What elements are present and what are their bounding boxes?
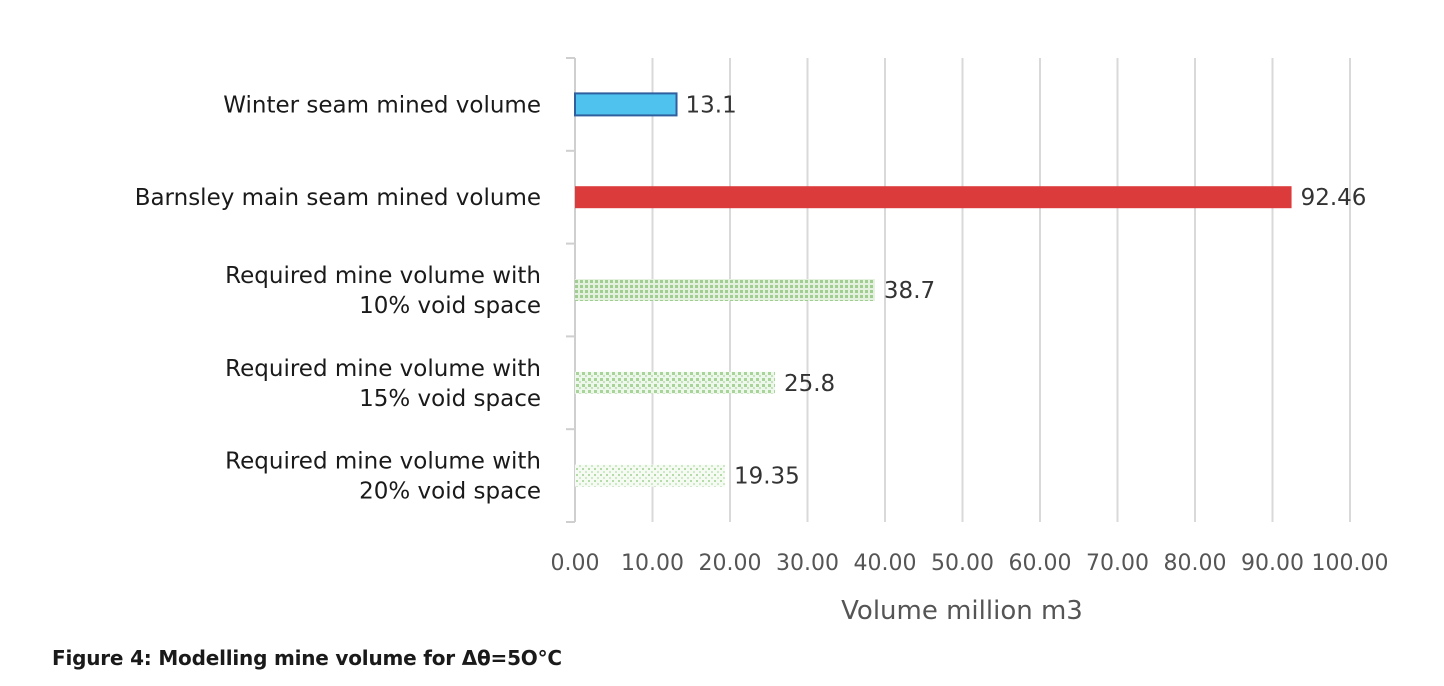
x-axis-title: Volume million m3 bbox=[841, 596, 1083, 626]
category-label: 15% void space bbox=[359, 386, 541, 412]
data-label: 25.8 bbox=[784, 371, 835, 397]
x-tick-label: 100.00 bbox=[1312, 551, 1389, 576]
x-tick-label: 80.00 bbox=[1164, 551, 1227, 576]
data-label: 13.1 bbox=[686, 92, 737, 118]
bar bbox=[575, 371, 775, 394]
bars bbox=[574, 92, 1292, 487]
data-label: 38.7 bbox=[884, 278, 935, 304]
x-tick-label: 0.00 bbox=[551, 551, 600, 576]
x-tick-label: 30.00 bbox=[776, 551, 839, 576]
x-tick-label: 10.00 bbox=[621, 551, 684, 576]
figure-caption: Figure 4: Modelling mine volume for Δθ=5… bbox=[52, 646, 562, 670]
bar bbox=[574, 92, 678, 117]
labels: 0.00 10.00 20.00 30.00 40.00 50.00 60.00 70.00 8… bbox=[135, 92, 1389, 576]
x-tick-label: 20.00 bbox=[699, 551, 762, 576]
category-label: Barnsley main seam mined volume bbox=[135, 185, 541, 211]
gridlines bbox=[651, 58, 1351, 522]
category-label: Required mine volume with bbox=[225, 356, 541, 382]
category-label: Required mine volume with bbox=[225, 449, 541, 475]
data-label: 92.46 bbox=[1301, 185, 1367, 211]
x-tick-label: 60.00 bbox=[1009, 551, 1072, 576]
x-tick-label: 70.00 bbox=[1086, 551, 1149, 576]
category-label: Required mine volume with bbox=[225, 263, 541, 289]
bar-chart: 0.00 10.00 20.00 30.00 40.00 50.00 60.00 70.00 8… bbox=[135, 57, 1389, 626]
x-tick-label: 90.00 bbox=[1241, 551, 1304, 576]
y-axis bbox=[566, 57, 576, 523]
category-label: Winter seam mined volume bbox=[223, 92, 541, 118]
x-tick-label: 40.00 bbox=[854, 551, 917, 576]
bar bbox=[575, 186, 1292, 209]
x-tick-label: 50.00 bbox=[931, 551, 994, 576]
bar bbox=[575, 464, 725, 487]
bar bbox=[575, 279, 875, 301]
data-label: 19.35 bbox=[734, 464, 800, 490]
category-label: 20% void space bbox=[359, 479, 541, 505]
category-label: 10% void space bbox=[359, 293, 541, 319]
